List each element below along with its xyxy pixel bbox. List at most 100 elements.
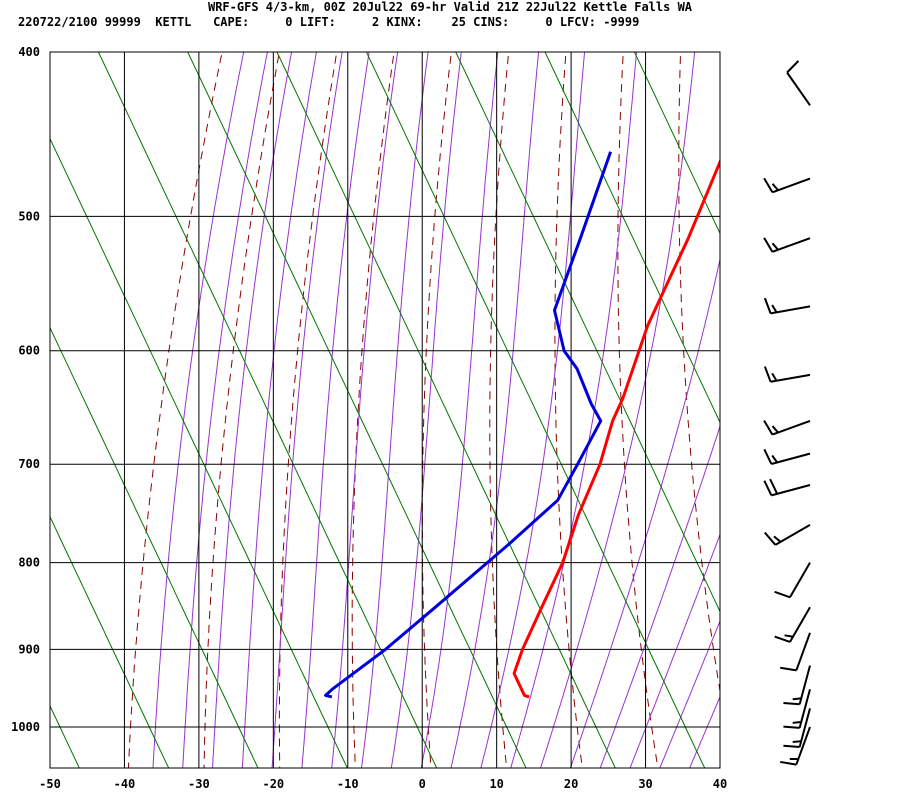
moist-adiabat bbox=[182, 52, 268, 768]
wind-barb-half-feather bbox=[771, 425, 779, 434]
dry-adiabat bbox=[203, 52, 280, 768]
wind-barb-feather bbox=[780, 666, 797, 672]
moist-adiabat bbox=[241, 52, 317, 768]
mixing-ratio-line bbox=[187, 52, 527, 768]
moist-adiabat bbox=[569, 256, 720, 768]
wind-barb bbox=[763, 297, 811, 315]
wind-barb bbox=[780, 726, 811, 766]
y-tick-label: 900 bbox=[18, 642, 40, 656]
x-tick-label: -10 bbox=[337, 777, 359, 791]
temperature-line bbox=[512, 158, 720, 699]
wind-barb-half-feather bbox=[792, 697, 802, 701]
mixing-ratio-line bbox=[50, 515, 170, 768]
moist-adiabat bbox=[450, 52, 540, 768]
x-tick-label: 20 bbox=[564, 777, 578, 791]
moist-adiabat bbox=[271, 52, 343, 768]
dry-adiabat bbox=[851, 14, 900, 770]
wind-barb-feather bbox=[764, 531, 777, 546]
wind-barb-staff bbox=[798, 688, 811, 729]
moist-adiabat bbox=[510, 52, 638, 768]
wind-barb-feather bbox=[763, 177, 774, 193]
mixing-ratio-line bbox=[544, 52, 720, 424]
moist-adiabat bbox=[659, 619, 720, 768]
wind-barbs bbox=[763, 60, 811, 766]
y-tick-label: 700 bbox=[18, 457, 40, 471]
wind-barb-staff bbox=[795, 726, 811, 765]
moist-adiabat bbox=[748, 14, 900, 770]
moist-adiabat bbox=[629, 533, 720, 768]
dry-adiabat bbox=[738, 14, 810, 770]
x-tick-label: 0 bbox=[419, 777, 426, 791]
wind-barb-staff bbox=[795, 632, 811, 671]
wind-barb-feather bbox=[763, 420, 774, 436]
wind-barb-staff bbox=[789, 606, 811, 643]
dry-adiabat bbox=[278, 52, 338, 768]
wind-barb-staff bbox=[770, 373, 811, 383]
x-tick-label: -40 bbox=[114, 777, 136, 791]
wind-barb bbox=[780, 632, 811, 672]
mixing-ratio-line bbox=[50, 704, 80, 768]
wind-barb-feather bbox=[763, 448, 773, 465]
dewpoint-line bbox=[324, 151, 613, 699]
wind-barb-feather bbox=[763, 480, 773, 496]
dry-adiabat bbox=[678, 52, 720, 695]
mixing-ratio-line bbox=[50, 326, 259, 768]
wind-barb bbox=[763, 237, 811, 253]
mixing-ratio-line bbox=[633, 52, 720, 235]
dry-adiabat bbox=[489, 52, 510, 768]
wind-barb-half-feather bbox=[771, 242, 779, 251]
grid bbox=[50, 52, 720, 768]
wind-barb bbox=[774, 606, 811, 643]
y-tick-label: 400 bbox=[18, 45, 40, 59]
dry-adiabat bbox=[795, 14, 886, 770]
chart-title: WRF-GFS 4/3-km, 00Z 20Jul22 69-hr Valid … bbox=[207, 0, 693, 14]
y-tick-label: 1000 bbox=[11, 720, 40, 734]
wind-barb-feather bbox=[774, 590, 791, 599]
wind-barb-staff bbox=[798, 665, 811, 705]
mixing-ratio-line bbox=[97, 52, 438, 768]
wind-barb-half-feather bbox=[771, 183, 779, 191]
wind-barb bbox=[763, 419, 811, 436]
wind-barb bbox=[783, 708, 811, 748]
mixing-ratio-line bbox=[276, 52, 616, 768]
x-tick-label: -20 bbox=[262, 777, 284, 791]
wind-barb-staff bbox=[798, 708, 811, 748]
wind-barb bbox=[786, 60, 811, 106]
wind-barb-half-feather bbox=[771, 454, 778, 464]
wind-barb-staff bbox=[789, 562, 811, 598]
moist-adiabat bbox=[331, 52, 399, 768]
wind-barb-feather bbox=[763, 297, 772, 314]
dry-adiabat bbox=[127, 52, 223, 768]
x-tick-label: -50 bbox=[39, 777, 61, 791]
dry-adiabat bbox=[421, 52, 452, 768]
wind-barb-staff bbox=[772, 177, 811, 194]
x-tick-label: 40 bbox=[713, 777, 727, 791]
moist-adiabat bbox=[390, 52, 462, 768]
wind-barb-feather bbox=[783, 725, 800, 729]
wind-barb-feather bbox=[783, 744, 800, 748]
moist-adiabat bbox=[420, 52, 499, 768]
wind-barb-half-feather bbox=[773, 535, 782, 543]
wind-barb-feather bbox=[769, 478, 779, 495]
wind-barb-half-feather bbox=[792, 721, 802, 724]
wind-barb bbox=[763, 366, 811, 383]
wind-barb-feather bbox=[786, 60, 800, 74]
moist-adiabat bbox=[152, 52, 245, 768]
plot-frame bbox=[49, 51, 721, 769]
wind-barb-half-feather bbox=[784, 634, 794, 638]
x-axis: -50 -40 -30 -20 -10 0 10 20 30 40 bbox=[39, 777, 727, 791]
x-tick-label: 10 bbox=[489, 777, 503, 791]
wind-barb-staff bbox=[774, 523, 811, 546]
wind-barb bbox=[783, 688, 811, 729]
wind-barb bbox=[774, 562, 811, 599]
y-tick-label: 500 bbox=[18, 209, 40, 223]
y-tick-label: 800 bbox=[18, 556, 40, 570]
mixing-ratio-line bbox=[365, 52, 706, 768]
wind-barb bbox=[763, 448, 811, 465]
profiles bbox=[324, 151, 720, 699]
x-tick-label: -30 bbox=[188, 777, 210, 791]
dry-adiabat bbox=[554, 52, 583, 768]
wind-barb-half-feather bbox=[771, 372, 778, 382]
wind-barb-staff bbox=[770, 305, 811, 315]
